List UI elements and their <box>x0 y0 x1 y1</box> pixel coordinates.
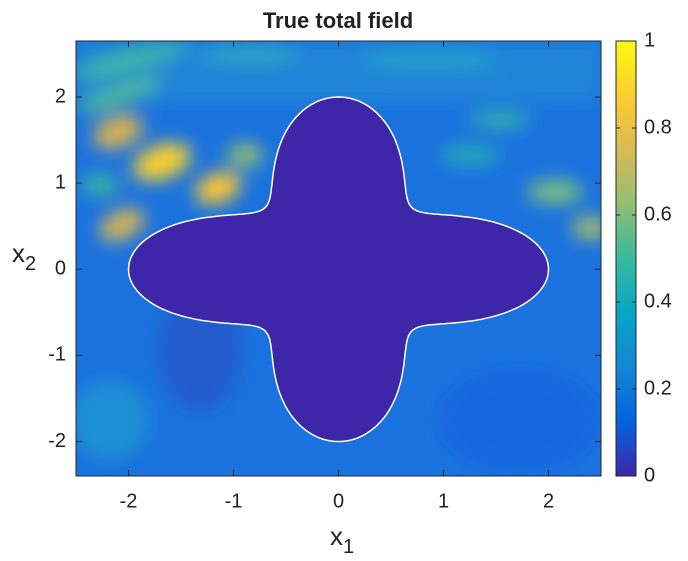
x-label-main: x <box>330 521 343 551</box>
x-tick-label: 1 <box>438 490 449 512</box>
y-tick-label: -2 <box>48 430 66 452</box>
x-tick-label: 0 <box>333 490 344 512</box>
y-axis-label: x2 <box>12 238 36 275</box>
obstacle <box>127 96 550 443</box>
chart-title: True total field <box>263 8 413 33</box>
y-tick-label: 1 <box>55 171 66 193</box>
y-label-main: x <box>12 238 25 268</box>
x-tick-label: -1 <box>225 490 243 512</box>
x-axis-label: x1 <box>330 521 354 558</box>
y-tick-label: 2 <box>55 85 66 107</box>
colorbar-tick-label: 0.8 <box>644 116 672 138</box>
y-label-sub: 2 <box>25 253 36 275</box>
colorbar-tick-label: 0.6 <box>644 203 672 225</box>
x-tick-label: -2 <box>120 490 138 512</box>
y-tick-label: 0 <box>55 258 66 280</box>
colorbar <box>615 40 637 477</box>
colorbar-tick-label: 0.2 <box>644 377 672 399</box>
x-tick-label: 2 <box>543 490 554 512</box>
colorbar-tick-label: 0.4 <box>644 290 672 312</box>
colorbar-tick-label: 0 <box>644 464 655 486</box>
y-tick-label: -1 <box>48 344 66 366</box>
x-label-sub: 1 <box>343 536 354 558</box>
colorbar-tick-label: 1 <box>644 29 655 51</box>
